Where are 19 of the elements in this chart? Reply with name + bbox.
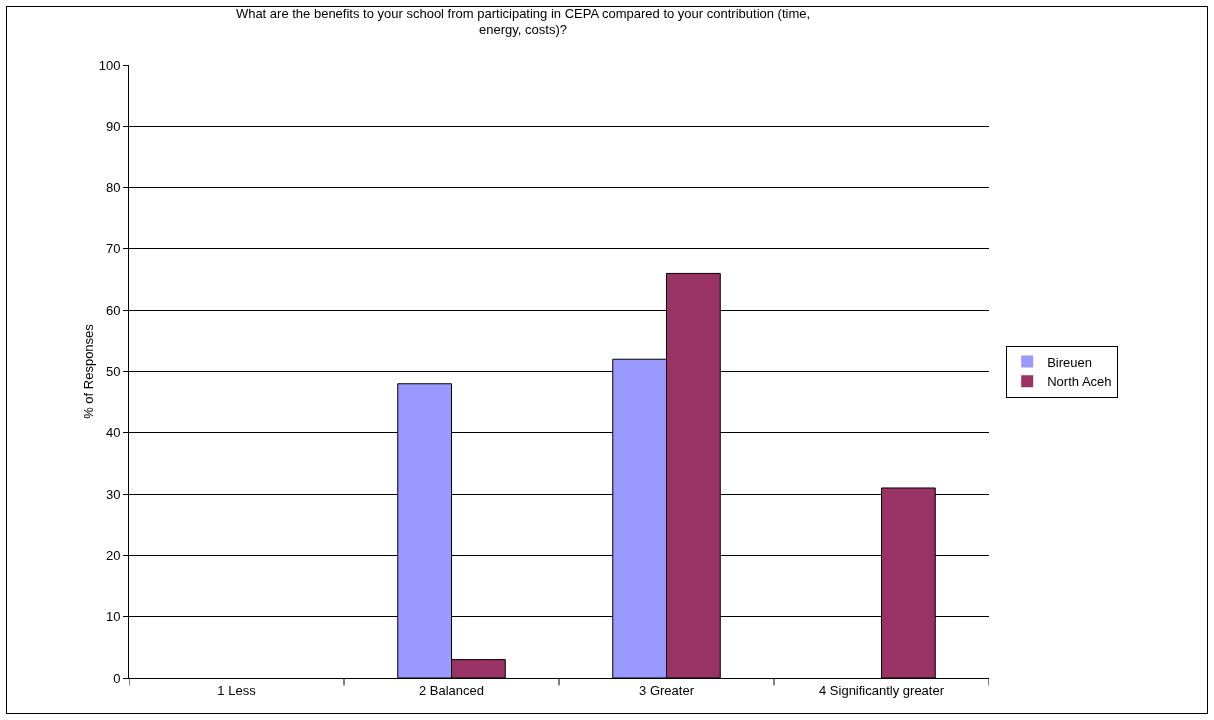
y-tick-label: 70 [105, 241, 121, 257]
legend-label: Bireuen [1047, 354, 1093, 370]
y-tick-label: 90 [105, 118, 121, 134]
y-tick-label: 100 [98, 57, 121, 73]
chart-title: What are the benefits to your school from participating in CEPA compared to your contribution (time, energy, costs)? [235, 5, 811, 38]
y-tick-label: 50 [105, 364, 121, 380]
y-tick-label: 0 [113, 670, 121, 686]
y-tick-label: 60 [105, 302, 121, 318]
y-tick-label: 20 [105, 547, 121, 563]
y-tick-label: 10 [105, 609, 121, 625]
y-tick-label: 80 [105, 180, 121, 196]
x-tick-label: 4 Significantly greater [818, 682, 945, 698]
x-tick-label: 3 Greater [639, 682, 695, 698]
x-tick-label: 2 Balanced [418, 682, 485, 698]
x-tick-label: 1 Less [217, 682, 257, 698]
y-axis-title: % of Responses [81, 323, 96, 419]
legend-label: North Aceh [1047, 374, 1112, 390]
y-tick-label: 30 [105, 486, 121, 502]
y-tick-label: 40 [105, 425, 121, 441]
